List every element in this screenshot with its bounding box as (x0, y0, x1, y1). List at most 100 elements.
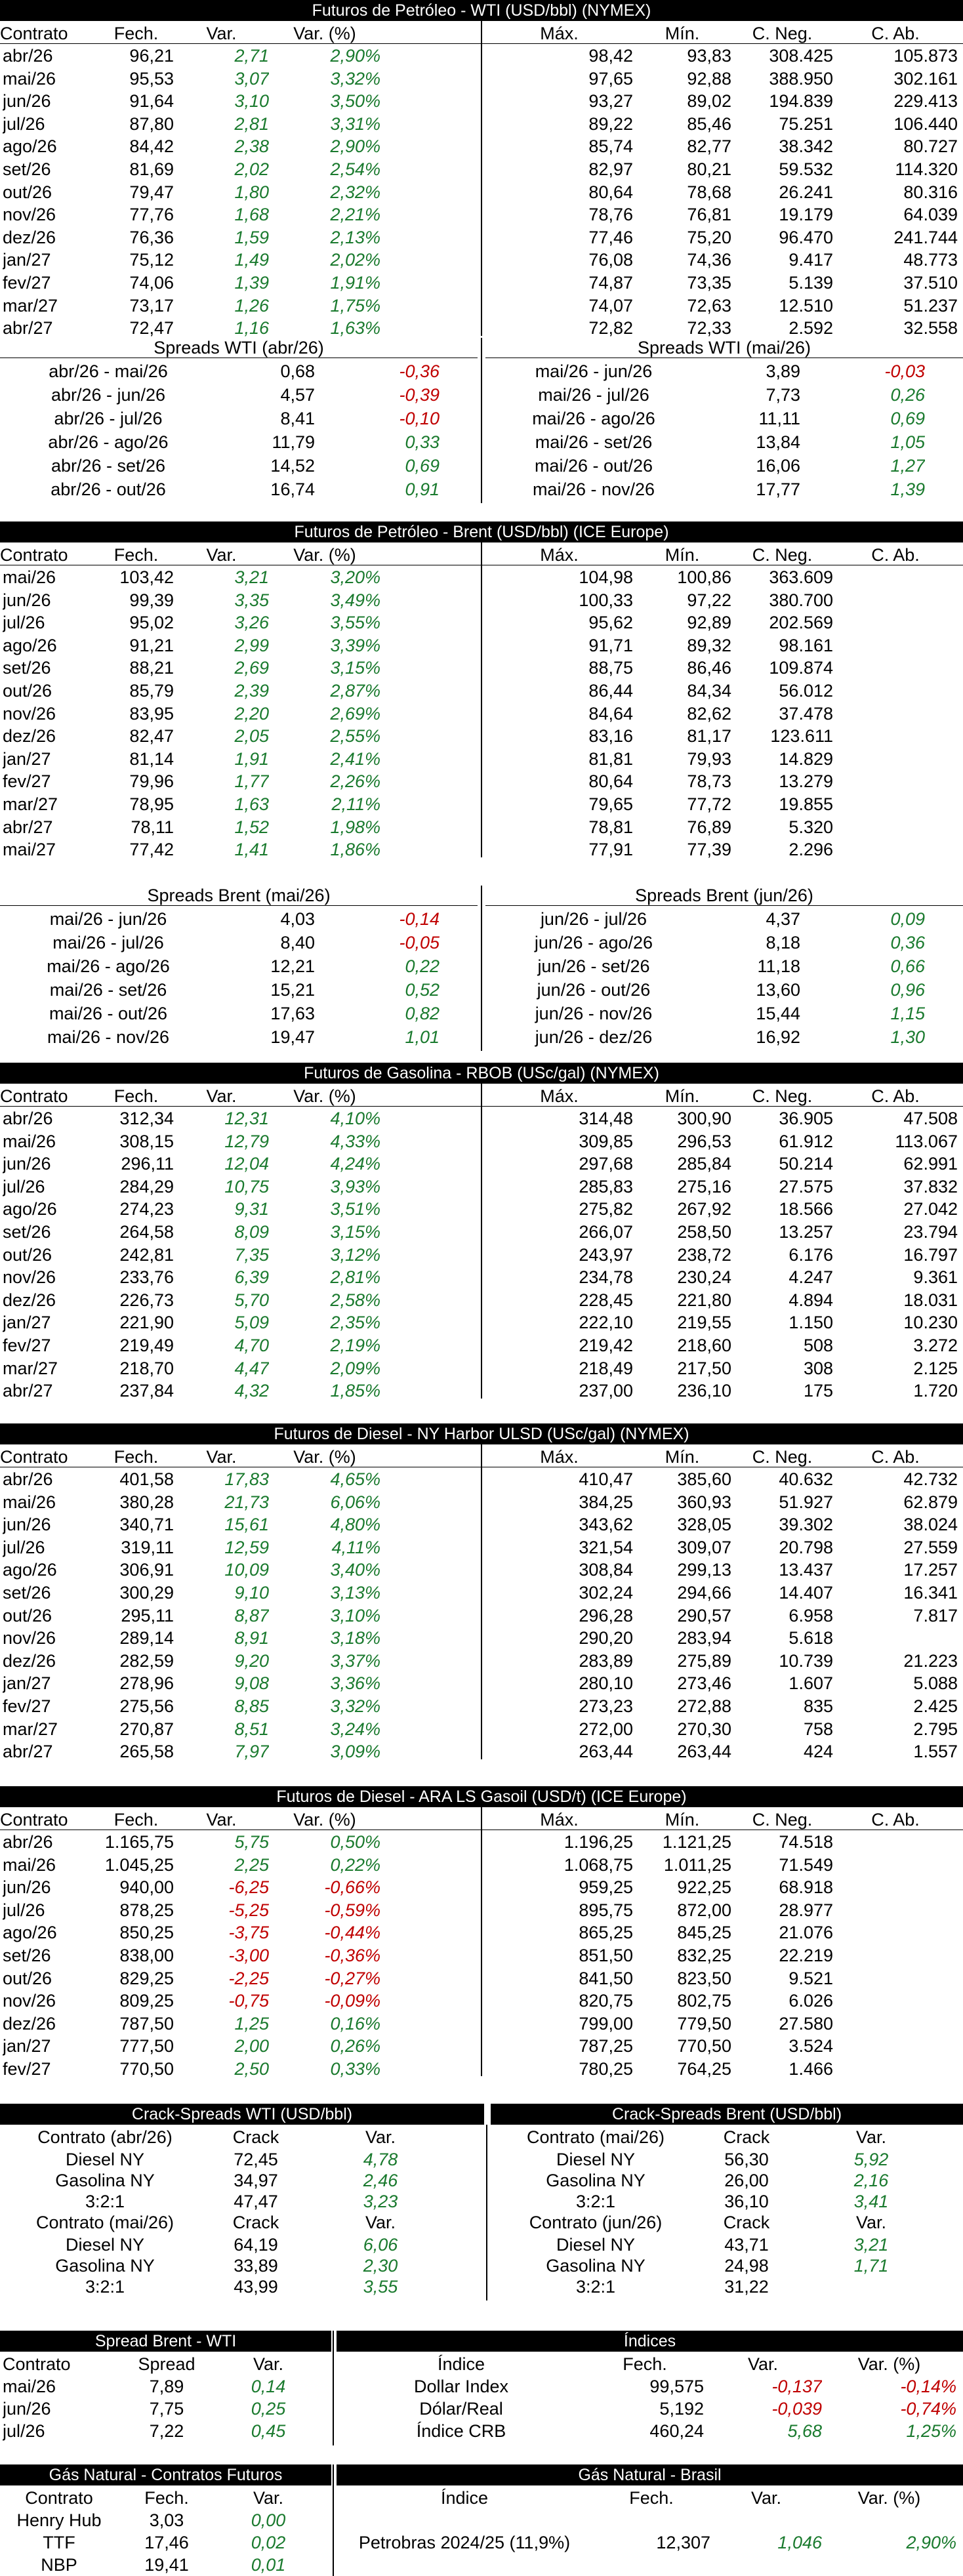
spread-pair: mai/26 - ago/26 (532, 409, 655, 428)
cell-close: 91,21 (129, 635, 174, 655)
header-open-interest: C. Ab. (871, 545, 920, 565)
cell-high: 93,27 (588, 91, 633, 112)
header-open-interest: C. Ab. (871, 1447, 920, 1467)
header-var: Var. (206, 1086, 237, 1106)
cell-low: 263,44 (677, 1742, 731, 1762)
cell-var-pct: 3,20% (330, 567, 380, 587)
cell-open-interest: 7.817 (913, 1605, 958, 1625)
cell-close: 84,42 (129, 136, 174, 157)
crack-var: 2,30 (363, 2256, 398, 2276)
spread-value: 13,84 (756, 432, 800, 452)
cell-low: 272,88 (677, 1696, 731, 1716)
table-row: set/26 81,69 2,02 2,54% 82,97 80,21 59.532 114.… (0, 159, 963, 179)
cell-volume: 1.150 (789, 1313, 833, 1333)
cell-open-interest: 241.744 (893, 227, 958, 247)
cell-var: -6,25 (228, 1877, 269, 1898)
indices-cell: 1,25% (906, 2421, 956, 2441)
cell-contract: jul/26 (3, 1176, 45, 1196)
crack-col-header: Crack (232, 2127, 279, 2147)
cell-close: 401,58 (119, 1469, 174, 1489)
gas-futures-row: TTF 17,46 0,02 (0, 2533, 331, 2552)
cell-close: 73,17 (129, 295, 174, 316)
cell-volume: 37.478 (779, 703, 833, 724)
spread-pair: mai/26 - out/26 (49, 1004, 168, 1023)
cell-volume: 424 (803, 1742, 833, 1762)
indices-header: Var. (747, 2354, 779, 2374)
spread-row: abr/26 - set/26 14,52 0,69 (0, 456, 478, 476)
spread-row: mai/26 - ago/26 12,21 0,22 (0, 956, 478, 976)
cell-var-pct: 2,21% (330, 205, 380, 225)
table-row: nov/26 809,25 -0,75 -0,09% 820,75 802,75 6.026 (0, 1991, 963, 2011)
crack-value: 33,89 (234, 2256, 278, 2276)
spread-var: 0,91 (405, 480, 440, 499)
table-row: abr/26 96,21 2,71 2,90% 98,42 93,83 308.425 105… (0, 46, 963, 66)
indices-header: Var. (%) (857, 2354, 921, 2374)
indices-row: Dólar/Real 5,192 -0,039 -0,74% (0, 2399, 963, 2419)
cell-var: 2,71 (234, 46, 269, 66)
cell-volume: 9.417 (789, 250, 833, 270)
cell-var: 1,26 (234, 295, 269, 316)
indices-cell: Índice CRB (416, 2421, 506, 2441)
crack-value: 47,47 (234, 2192, 278, 2211)
crack-col-header: Var. (365, 2213, 396, 2232)
cell-low: 294,66 (677, 1583, 731, 1603)
indices-cell: -0,039 (771, 2399, 822, 2419)
cell-high: 218,49 (579, 1358, 633, 1378)
cell-var-pct: 3,40% (330, 1560, 380, 1580)
cell-var: 8,09 (234, 1222, 269, 1242)
crack-var: 3,23 (363, 2192, 398, 2211)
cell-close: 76,36 (129, 227, 174, 247)
spread-row: mai/26 - set/26 15,21 0,52 (0, 980, 478, 1000)
cell-contract: mai/26 (3, 1131, 56, 1151)
cell-high: 302,24 (579, 1583, 633, 1603)
spread-value: 4,37 (766, 909, 800, 929)
indices-cell: 99,575 (649, 2377, 704, 2396)
spread-bw-cell: mai/26 (3, 2377, 56, 2396)
cell-volume: 19.179 (779, 205, 833, 225)
cell-var: 1,77 (234, 771, 269, 792)
cell-var-pct: 2,35% (330, 1313, 380, 1333)
spread-pair: abr/26 - mai/26 (49, 361, 168, 381)
cell-var-pct: 0,26% (330, 2036, 380, 2056)
cell-open-interest: 64.039 (903, 205, 958, 225)
cell-var-pct: 0,22% (330, 1854, 380, 1875)
cell-var: 2,38 (234, 136, 269, 157)
cell-var-pct: 2,81% (330, 1267, 380, 1288)
cell-low: 219,55 (677, 1313, 731, 1333)
gas-futures-cell: 0,01 (251, 2555, 286, 2575)
spread-row: mai/26 - jun/26 4,03 -0,14 (0, 909, 478, 929)
cell-close: 1.165,75 (104, 1832, 174, 1852)
cell-high: 290,20 (579, 1628, 633, 1648)
spread-row: jun/26 - dez/26 16,92 1,30 (485, 1027, 963, 1047)
crack-col-header: Var. (365, 2127, 396, 2147)
cell-var: 2,05 (234, 726, 269, 746)
crack-row: 3:2:1 31,22 (491, 2277, 963, 2297)
cell-high: 86,44 (588, 681, 633, 701)
cell-contract: ago/26 (3, 1560, 57, 1580)
crack-product: Diesel NY (65, 2150, 145, 2169)
cell-low: 300,90 (677, 1109, 731, 1128)
cell-low: 74,36 (687, 250, 731, 270)
table-row: jan/27 278,96 9,08 3,36% 280,10 273,46 1.607 5.… (0, 1673, 963, 1693)
column-divider (481, 886, 482, 1051)
cell-contract: dez/26 (3, 1290, 56, 1310)
crack-product: 3:2:1 (575, 2192, 616, 2211)
cell-contract: jun/26 (3, 91, 51, 112)
spread-var: -0,03 (884, 361, 925, 381)
cell-high: 95,62 (588, 613, 633, 633)
cell-close: 91,64 (129, 91, 174, 112)
cell-close: 78,95 (129, 794, 174, 814)
spread-row: jun/26 - out/26 13,60 0,96 (485, 980, 963, 1000)
header-high: Máx. (540, 1086, 579, 1106)
cell-high: 1.068,75 (563, 1854, 633, 1875)
cell-contract: jul/26 (3, 1537, 45, 1557)
crack-value: 72,45 (234, 2150, 278, 2169)
cell-var-pct: 2,90% (330, 46, 380, 66)
crack-contract-row: Contrato (abr/26) Crack Var. (0, 2127, 472, 2147)
cell-var-pct: 2,13% (330, 227, 380, 247)
cell-contract: mar/27 (3, 1358, 58, 1378)
cell-close: 87,80 (129, 113, 174, 134)
table-row: out/26 295,11 8,87 3,10% 296,28 290,57 6.958 7.… (0, 1606, 963, 1625)
cell-var-pct: 1,91% (330, 273, 380, 293)
crack-col-header: Crack (723, 2127, 770, 2147)
